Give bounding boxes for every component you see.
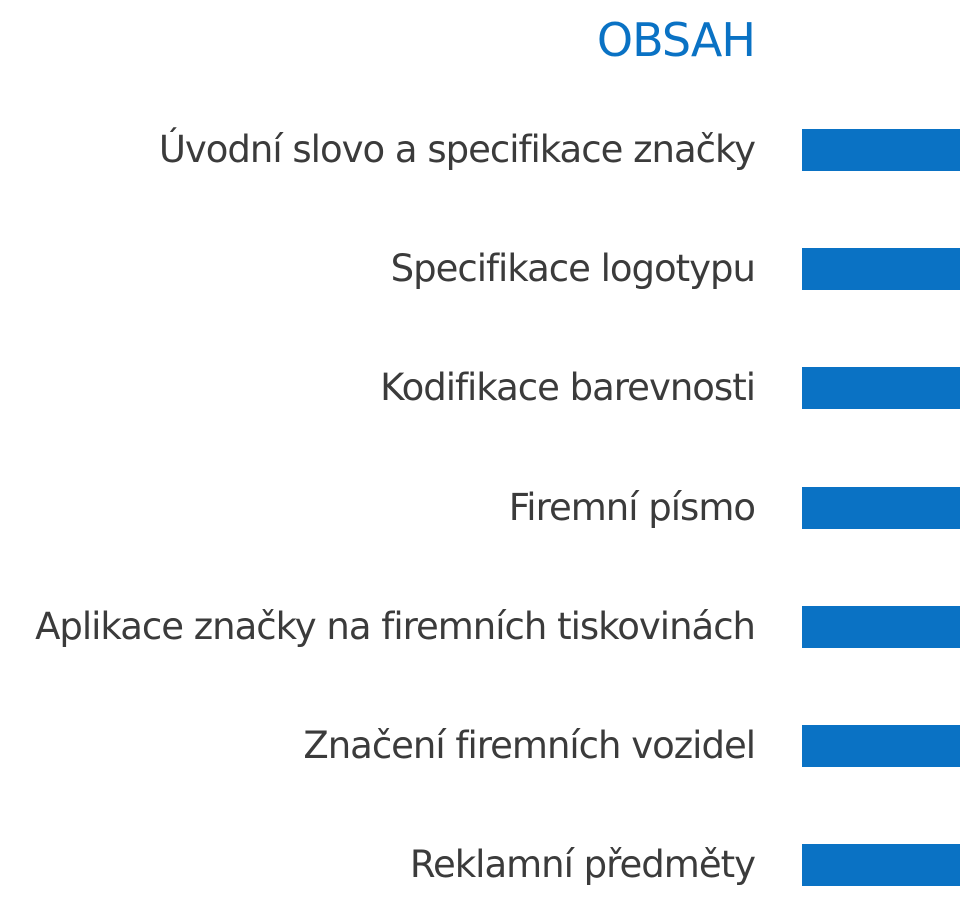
toc-item-logotype[interactable]: Specifikace logotypu xyxy=(0,245,960,293)
toc-item-marker xyxy=(802,129,960,171)
toc-item-font[interactable]: Firemní písmo xyxy=(0,484,960,532)
toc-item-marker xyxy=(802,844,960,886)
toc-item-vehicle-marking[interactable]: Značení firemních vozidel xyxy=(0,722,960,770)
toc-item-label: Specifikace logotypu xyxy=(390,247,756,290)
toc-item-marker xyxy=(802,248,960,290)
toc-item-label: Kodifikace barevnosti xyxy=(380,366,756,409)
page-title: OBSAH xyxy=(596,13,756,67)
toc-item-marker xyxy=(802,367,960,409)
toc-item-colors[interactable]: Kodifikace barevnosti xyxy=(0,364,960,412)
toc-item-marker xyxy=(802,487,960,529)
toc-item-marker xyxy=(802,725,960,767)
toc-item-label: Firemní písmo xyxy=(508,486,756,529)
toc-item-label: Reklamní předměty xyxy=(409,843,756,886)
toc-item-label: Značení firemních vozidel xyxy=(303,724,756,767)
toc-item-intro[interactable]: Úvodní slovo a specifikace značky xyxy=(0,126,960,174)
toc-item-label: Aplikace značky na firemních tiskovinách xyxy=(35,605,756,648)
toc-item-promo-items[interactable]: Reklamní předměty xyxy=(0,841,960,889)
toc-item-label: Úvodní slovo a specifikace značky xyxy=(158,128,756,171)
toc-item-marker xyxy=(802,606,960,648)
toc-item-print-applications[interactable]: Aplikace značky na firemních tiskovinách xyxy=(0,603,960,651)
